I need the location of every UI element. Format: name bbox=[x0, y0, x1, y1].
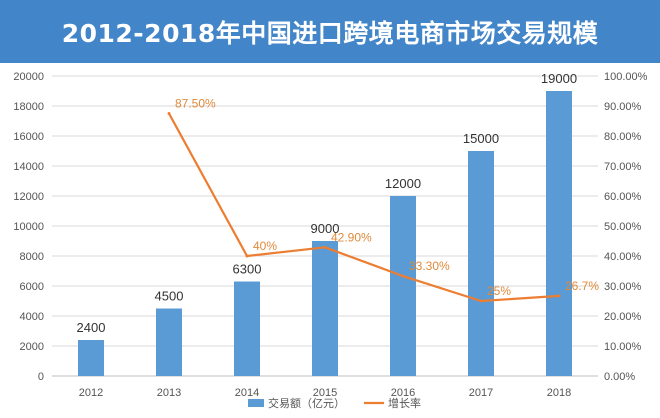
bar bbox=[156, 308, 182, 376]
left-tick-label: 4000 bbox=[20, 311, 44, 323]
growth-line bbox=[168, 112, 560, 303]
left-tick-label: 14000 bbox=[13, 161, 44, 173]
bar bbox=[546, 91, 572, 376]
right-tick-label: 20.00% bbox=[604, 311, 642, 323]
bar-value-label: 15000 bbox=[463, 131, 499, 146]
left-tick-label: 10000 bbox=[13, 221, 44, 233]
x-tick-label: 2013 bbox=[157, 387, 181, 399]
x-tick-label: 2014 bbox=[235, 387, 259, 399]
left-tick-label: 16000 bbox=[13, 131, 44, 143]
growth-point bbox=[401, 274, 405, 278]
growth-point bbox=[167, 112, 171, 115]
right-tick-label: 50.00% bbox=[604, 221, 642, 233]
bar-value-label: 2400 bbox=[77, 320, 106, 335]
right-tick-label: 100.00% bbox=[604, 71, 648, 83]
legend-swatch-bar bbox=[248, 399, 264, 407]
title-bar: 2012-2018年中国进口跨境电商市场交易规模 bbox=[0, 0, 660, 63]
right-tick-label: 60.00% bbox=[604, 191, 642, 203]
growth-value-label: 33.30% bbox=[409, 259, 450, 273]
data-labels: 2400 4500 6300 9000 12000 15000 19000 87.50% 40%… bbox=[77, 71, 600, 335]
left-tick-label: 0 bbox=[38, 371, 44, 383]
right-tick-label: 10.00% bbox=[604, 341, 642, 353]
growth-value-label: 40% bbox=[253, 239, 277, 253]
growth-value-label: 26.7% bbox=[565, 279, 599, 293]
growth-point bbox=[557, 294, 561, 298]
bar-value-label: 9000 bbox=[311, 221, 340, 236]
legend-label-line: 增长率 bbox=[388, 396, 421, 410]
growth-point bbox=[479, 299, 483, 303]
right-tick-label: 80.00% bbox=[604, 131, 642, 143]
x-tick-label: 2017 bbox=[469, 387, 493, 399]
left-tick-label: 6000 bbox=[20, 281, 44, 293]
legend-label-bar: 交易额（亿元） bbox=[268, 396, 345, 410]
growth-point bbox=[245, 254, 249, 258]
x-axis: 2012 2013 2014 2015 2016 2017 2018 bbox=[52, 375, 598, 399]
left-tick-label: 8000 bbox=[20, 251, 44, 263]
growth-point bbox=[323, 245, 327, 249]
x-tick-label: 2018 bbox=[547, 387, 571, 399]
growth-line-series bbox=[167, 112, 561, 303]
left-tick-label: 2000 bbox=[20, 341, 44, 353]
right-tick-label: 0.00% bbox=[604, 371, 635, 383]
bar bbox=[78, 340, 104, 376]
bar bbox=[468, 151, 494, 376]
bar bbox=[234, 281, 260, 376]
bar bbox=[312, 241, 338, 376]
bar-value-label: 6300 bbox=[233, 262, 262, 277]
bar bbox=[390, 196, 416, 376]
growth-value-label: 25% bbox=[487, 284, 511, 298]
legend: 交易额（亿元） 增长率 bbox=[248, 396, 421, 410]
x-tick-label: 2016 bbox=[391, 387, 415, 399]
x-tick-label: 2012 bbox=[79, 387, 103, 399]
x-tick-label: 2015 bbox=[313, 387, 337, 399]
left-tick-label: 20000 bbox=[13, 71, 44, 83]
growth-value-label: 87.50% bbox=[175, 97, 216, 111]
bar-value-label: 4500 bbox=[155, 289, 184, 304]
left-axis: 0 2000 4000 6000 8000 10000 12000 14000 16000 180… bbox=[13, 71, 44, 383]
bar-series bbox=[78, 91, 572, 376]
bar-value-label: 12000 bbox=[385, 176, 421, 191]
growth-value-label: 42.90% bbox=[331, 230, 372, 244]
right-tick-label: 70.00% bbox=[604, 161, 642, 173]
left-tick-label: 18000 bbox=[13, 101, 44, 113]
right-axis: 0.00% 10.00% 20.00% 30.00% 40.00% 50.00% 60.00… bbox=[604, 71, 648, 383]
chart-title: 2012-2018年中国进口跨境电商市场交易规模 bbox=[61, 18, 599, 48]
chart-area: 0 2000 4000 6000 8000 10000 12000 14000 16000 180… bbox=[13, 71, 648, 410]
left-tick-label: 12000 bbox=[13, 191, 44, 203]
bar-value-label: 19000 bbox=[541, 71, 577, 86]
right-tick-label: 30.00% bbox=[604, 281, 642, 293]
right-tick-label: 90.00% bbox=[604, 101, 642, 113]
right-tick-label: 40.00% bbox=[604, 251, 642, 263]
